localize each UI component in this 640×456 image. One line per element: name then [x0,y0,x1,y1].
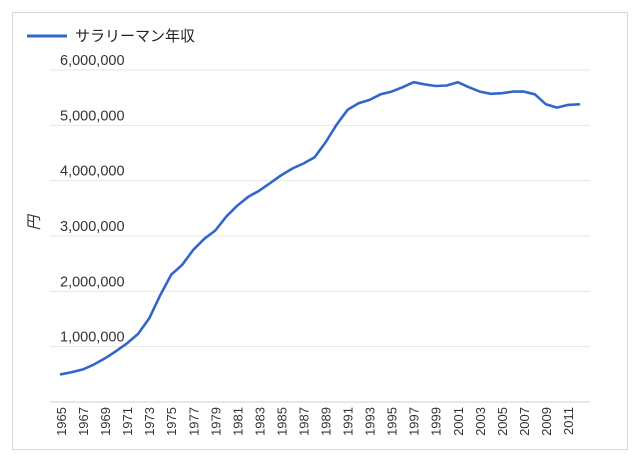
y-tick-label: 3,000,000 [60,219,125,235]
y-axis-label: 円 [26,214,43,231]
x-tick-label: 1995 [385,407,400,436]
series-line [59,80,581,376]
x-tick-label: 2007 [517,407,532,436]
gridlines [50,69,590,403]
x-tick-label: 1971 [120,407,135,436]
y-tick-label: 2,000,000 [60,274,125,290]
x-tick-label: 1967 [76,407,91,436]
y-tick-label: 4,000,000 [60,164,125,180]
x-tick-label: 1997 [407,407,422,436]
x-tick-label: 1991 [341,407,356,436]
y-tick-label: 6,000,000 [60,53,125,69]
x-tick-label: 1983 [252,407,267,436]
series-group [59,80,581,376]
x-tick-label: 2005 [495,407,510,436]
x-tick-label: 1979 [208,407,223,436]
x-tick-label: 1999 [429,407,444,436]
x-tick-label: 1975 [164,407,179,436]
x-tick-label: 2011 [561,407,576,435]
x-tick-label: 1981 [230,407,245,436]
x-tick-label: 1977 [186,407,201,436]
y-tick-labels: 1,000,000 2,000,000 3,000,000 4,000,000 5,00… [60,53,125,346]
x-tick-label: 1973 [142,407,157,436]
x-tick-label: 1993 [363,407,378,436]
x-tick-labels: 1965 1967 1969 1971 1973 1975 1977 1979 1981 1983… [54,407,576,436]
x-tick-label: 2009 [539,407,554,436]
legend-label: サラリーマン年収 [75,28,195,45]
x-tick-label: 1969 [98,407,113,436]
y-tick-label: 5,000,000 [60,108,125,124]
line-chart: サラリーマン年収 円 1,000,000 2,000,000 3,000,000 4,… [26,28,590,436]
x-tick-label: 1985 [274,407,289,436]
chart-frame: サラリーマン年収 円 1,000,000 2,000,000 3,000,000 4,… [12,12,628,450]
x-tick-label: 1987 [296,407,311,436]
y-tick-label: 1,000,000 [60,330,125,346]
x-tick-label: 1965 [54,407,69,436]
x-tick-label: 2003 [473,407,488,436]
x-tick-label: 2001 [451,407,466,436]
legend: サラリーマン年収 [27,28,195,45]
x-tick-label: 1989 [319,407,334,436]
